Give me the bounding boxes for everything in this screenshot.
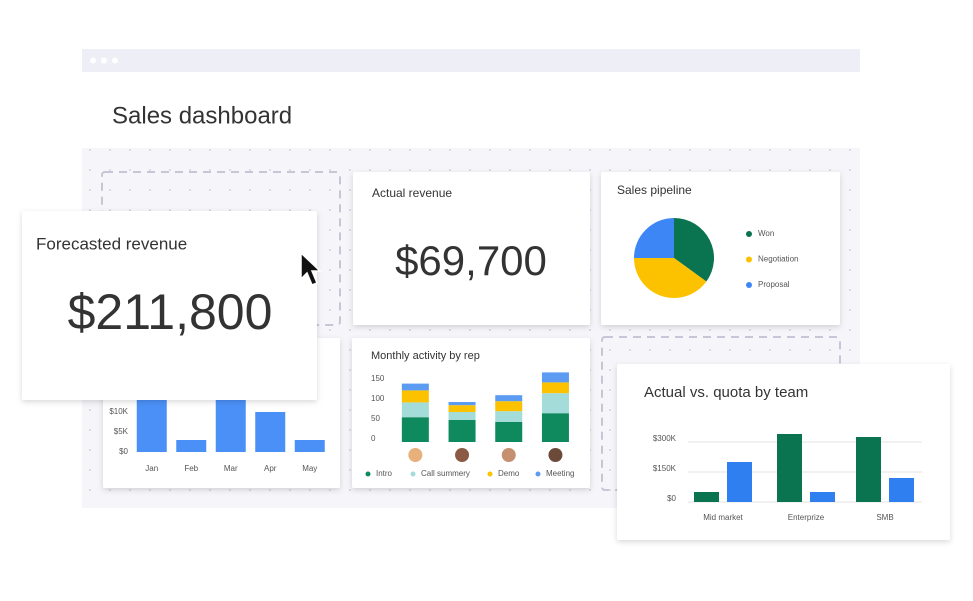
browser-bar bbox=[82, 49, 860, 72]
y-tick-label: 0 bbox=[371, 434, 376, 443]
bar bbox=[856, 437, 881, 502]
avatar bbox=[548, 448, 563, 462]
pie-slice bbox=[674, 218, 714, 282]
card bbox=[353, 172, 590, 325]
y-tick-label: $150K bbox=[653, 464, 677, 473]
legend-dot bbox=[746, 231, 752, 237]
legend-dot bbox=[746, 256, 752, 263]
bar-segment bbox=[495, 422, 523, 442]
chart-title: Actual vs. quota by team bbox=[644, 384, 808, 401]
activity-card[interactable]: Monthly activity by rep 0 50 100 150 Intro Ca… bbox=[352, 338, 590, 488]
avatar bbox=[408, 448, 423, 462]
bar bbox=[294, 440, 325, 452]
legend-dot bbox=[746, 282, 752, 288]
y-tick-label: $0 bbox=[119, 447, 128, 456]
bar-segment bbox=[448, 412, 476, 420]
bar-segment bbox=[541, 393, 569, 414]
bar-segment bbox=[541, 413, 569, 442]
x-tick-label: Jan bbox=[145, 464, 158, 473]
bar-segment bbox=[401, 383, 429, 391]
window-dot bbox=[90, 57, 96, 64]
x-tick-label: Mar bbox=[224, 464, 238, 473]
bar-segment bbox=[401, 402, 429, 418]
bar bbox=[727, 462, 752, 502]
card-label: Actual revenue bbox=[372, 186, 452, 200]
cursor bbox=[300, 251, 322, 286]
legend-label: Intro bbox=[376, 469, 393, 478]
card bbox=[22, 211, 317, 400]
legend-label: Negotiation bbox=[758, 255, 798, 264]
card-value: $211,800 bbox=[68, 284, 273, 340]
x-tick-label: May bbox=[302, 464, 317, 473]
pipeline-card[interactable]: Sales pipeline Won Negotiation Proposal bbox=[601, 172, 840, 325]
bar-segment bbox=[495, 401, 523, 412]
legend-label: Won bbox=[758, 229, 774, 238]
legend-label: Call summery bbox=[421, 469, 470, 478]
bar-segment bbox=[448, 420, 476, 442]
bar bbox=[136, 396, 167, 452]
bar bbox=[889, 478, 914, 502]
bar bbox=[176, 440, 207, 452]
x-tick-label: Apr bbox=[264, 464, 277, 473]
y-tick-label: $300K bbox=[653, 434, 677, 443]
bar bbox=[777, 434, 802, 502]
y-tick-label: 150 bbox=[371, 374, 385, 383]
x-tick-label: Mid market bbox=[703, 513, 743, 522]
legend-dot bbox=[535, 471, 541, 477]
legend-label: Meeting bbox=[546, 469, 574, 478]
forecast-card[interactable]: Forecasted revenue $211,800 bbox=[22, 211, 322, 400]
y-tick-label: 50 bbox=[371, 414, 380, 423]
x-tick-label: SMB bbox=[876, 513, 893, 522]
bar bbox=[694, 492, 719, 502]
bar-segment bbox=[541, 372, 569, 383]
actual-revenue-card[interactable]: Actual revenue $69,700 bbox=[353, 172, 590, 325]
dashboard-title: Sales dashboard bbox=[112, 102, 292, 129]
bar-segment bbox=[541, 382, 569, 394]
quota-card[interactable]: Actual vs. quota by team $0 $150K $300K Mid… bbox=[617, 364, 950, 540]
card-value: $69,700 bbox=[395, 237, 547, 284]
bar bbox=[215, 396, 246, 452]
legend-dot bbox=[410, 471, 416, 477]
bar-segment bbox=[448, 402, 476, 406]
y-tick-label: $10K bbox=[109, 407, 128, 416]
x-tick-label: Enterprize bbox=[788, 513, 825, 522]
y-tick-label: $5K bbox=[114, 427, 129, 436]
bar-segment bbox=[401, 390, 429, 403]
chart-title: Monthly activity by rep bbox=[371, 350, 480, 362]
bar bbox=[810, 492, 835, 502]
avatar bbox=[455, 448, 470, 462]
bar-segment bbox=[495, 411, 523, 422]
y-tick-label: 100 bbox=[371, 394, 385, 403]
legend-label: Demo bbox=[498, 469, 520, 478]
window-dot bbox=[101, 57, 107, 64]
legend-dot bbox=[365, 471, 371, 477]
legend-dot bbox=[487, 471, 493, 477]
bar-segment bbox=[495, 395, 523, 402]
legend-label: Proposal bbox=[758, 280, 790, 289]
card-label: Forecasted revenue bbox=[36, 234, 187, 253]
chart-title: Sales pipeline bbox=[617, 183, 692, 197]
pie-slice bbox=[634, 258, 707, 298]
bar-segment bbox=[401, 417, 429, 442]
window-dot bbox=[112, 57, 118, 64]
y-tick-label: $0 bbox=[667, 494, 676, 503]
avatar bbox=[501, 448, 516, 462]
pie-slice bbox=[634, 218, 674, 258]
x-tick-label: Feb bbox=[184, 464, 198, 473]
bar bbox=[255, 412, 286, 452]
bar-segment bbox=[448, 405, 476, 412]
